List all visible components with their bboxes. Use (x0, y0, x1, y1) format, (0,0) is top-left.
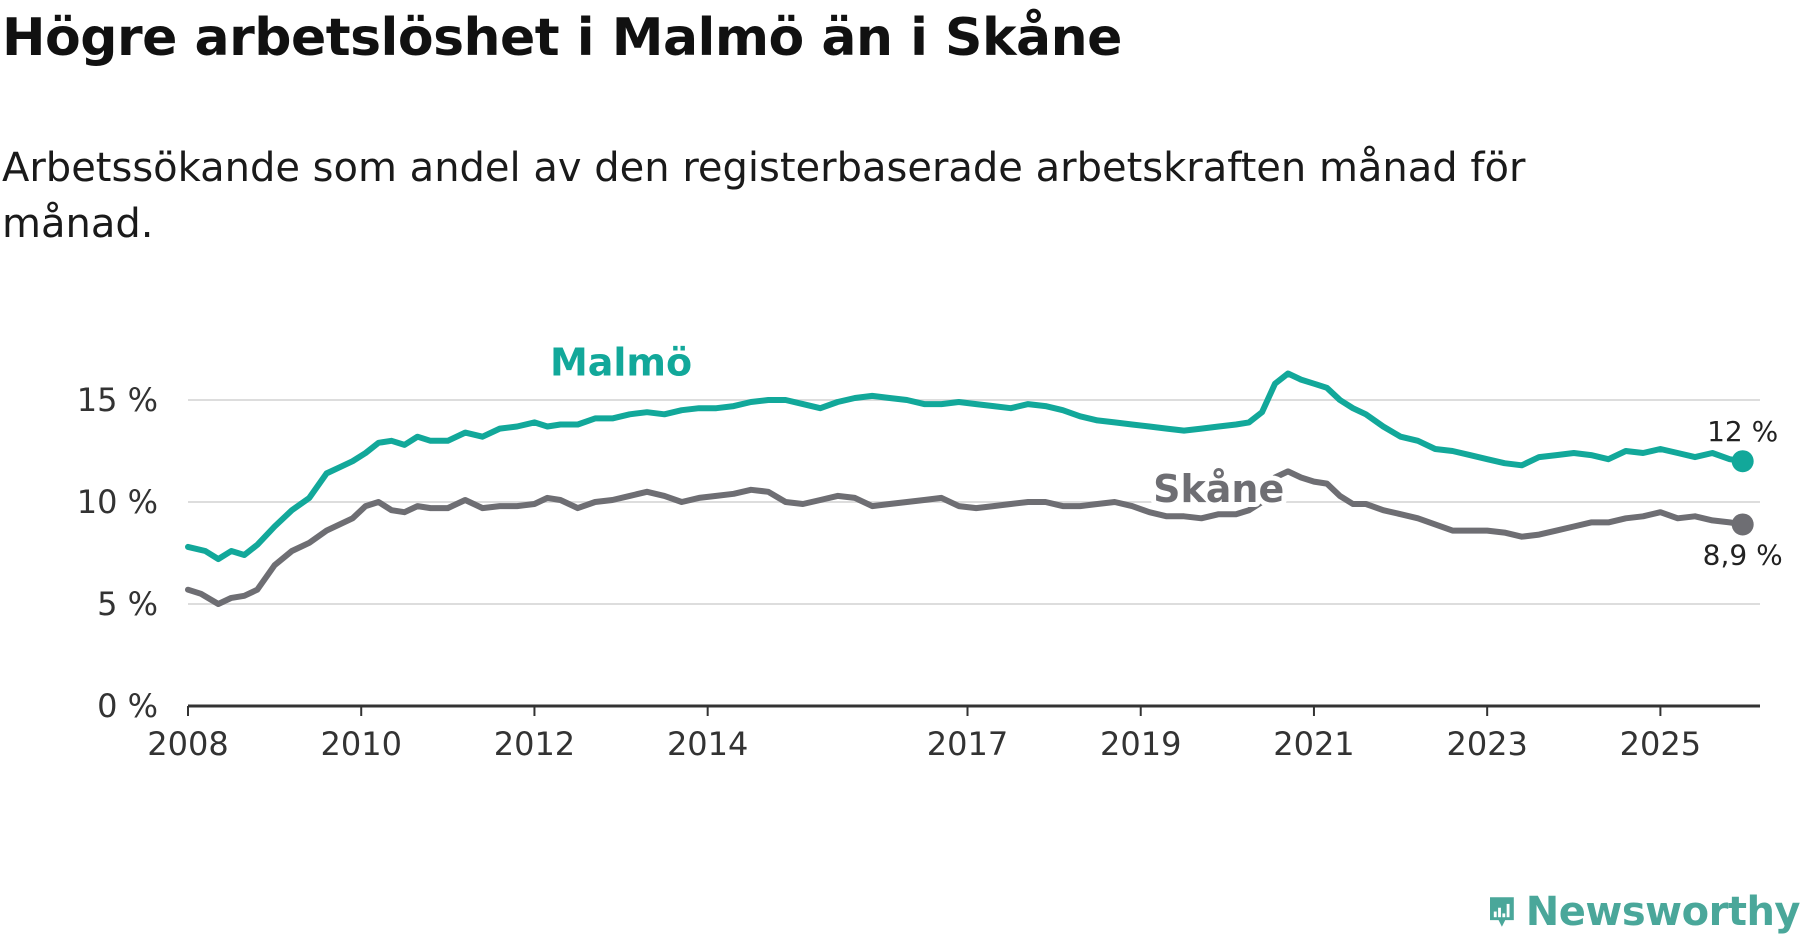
y-tick-label: 0 % (97, 687, 158, 725)
line-chart: 0 %5 %10 %15 % 2008 2010 2012 2014 2017 2019 2… (76, 336, 1783, 763)
series-lines (185, 370, 1754, 607)
x-tick-label: 2010 (321, 725, 402, 763)
y-tick-label: 15 % (77, 381, 158, 419)
chart-title: Högre arbetslöshet i Malmö än i Skåne (2, 8, 1122, 68)
x-tick-label: 2025 (1620, 725, 1701, 763)
brand-name: Newsworthy (1525, 889, 1800, 935)
series-label-malmo: Malmö (550, 341, 692, 385)
x-tick-label: 2023 (1446, 725, 1527, 763)
annotations: 12 % 8,9 % Malmö Skåne (545, 336, 1783, 572)
y-axis: 0 % 5 % 10 % 15 % (77, 381, 158, 725)
series-line-malmo (185, 370, 1746, 563)
gridlines (188, 399, 1760, 605)
end-value-label: 12 % (1707, 415, 1778, 448)
series-line-skane (185, 468, 1746, 607)
y-tick-label: 5 % (97, 585, 158, 623)
end-point-marker (1731, 450, 1754, 473)
end-value-label: 8,9 % (1703, 538, 1783, 571)
chart-subtitle: Arbetssökande som andel av den registerb… (2, 145, 1526, 247)
x-tick-label: 2014 (667, 725, 748, 763)
end-point-marker (1731, 513, 1754, 536)
newsworthy-logo: Newsworthy (1490, 876, 1800, 948)
x-tick-label: 2012 (494, 725, 575, 763)
x-axis: 2008 2010 2012 2014 2017 2019 2021 2023 2025 (147, 704, 1760, 763)
x-tick-label: 2019 (1100, 725, 1181, 763)
y-tick-label: 10 % (77, 483, 158, 521)
newsworthy-logo-icon (1490, 897, 1514, 927)
x-tick-label: 2021 (1273, 725, 1354, 763)
series-label-skane: Skåne (1153, 467, 1284, 511)
x-tick-label: 2008 (147, 725, 228, 763)
x-tick-label: 2017 (927, 725, 1008, 763)
